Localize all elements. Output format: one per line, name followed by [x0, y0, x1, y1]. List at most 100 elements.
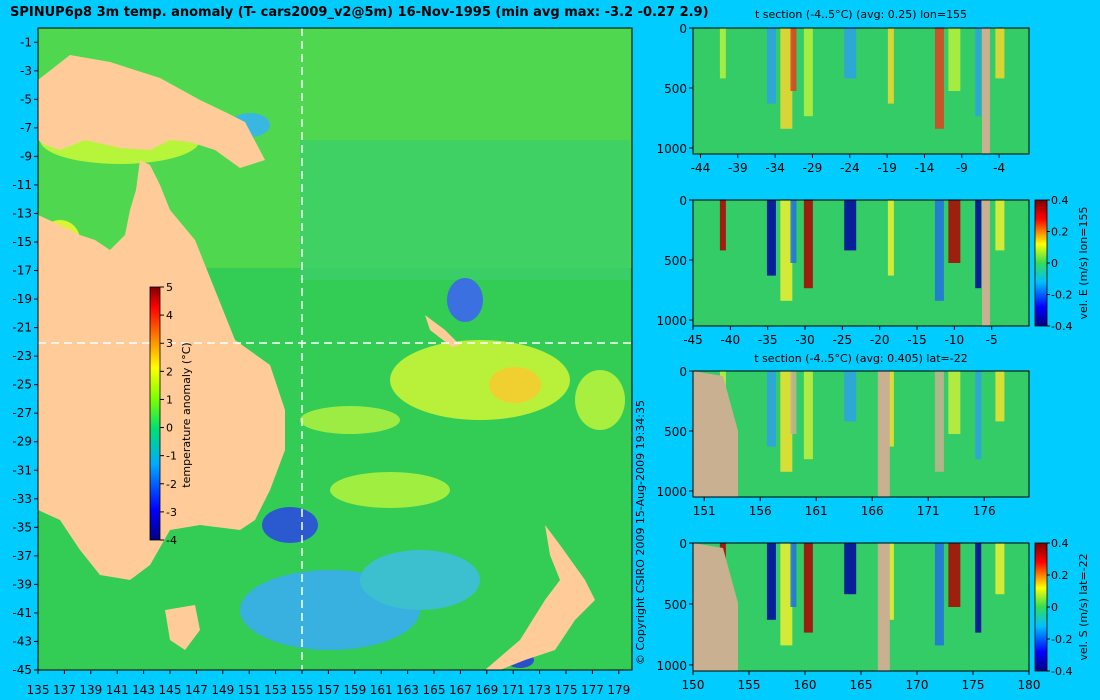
section-panel-4: 0 500 1000 150 155 160 165 170 175 180 0.4 0.2 0 -0.2… [656, 537, 1090, 692]
map-lat-tick-label: -1 [20, 35, 32, 49]
section-streak [934, 200, 944, 301]
map-lon-tick-label: 177 [581, 683, 604, 697]
section-streak [790, 28, 797, 91]
section-panel-1: t section (-4..5°C) (avg: 0.25) lon=155 0… [656, 8, 1030, 175]
map-lon-tick-label: 159 [343, 683, 366, 697]
section-streak [887, 543, 894, 620]
section-plot-area [693, 28, 1029, 154]
map-lat-tick-label: -13 [12, 206, 32, 220]
section-panel-2: 0 500 1000 -45 -40 -35 -30 -25 -20 -15 -10 -5 0.4 0.2… [656, 194, 1090, 347]
section-streak [948, 543, 961, 607]
section-streak [975, 371, 982, 460]
section-streak [975, 543, 982, 633]
map-colorbar-tick-label: -4 [166, 534, 177, 547]
section-streak [995, 28, 1005, 79]
section-streak [995, 543, 1005, 595]
map-lat-tick-label: -21 [12, 321, 32, 335]
section-x-tick-label: -29 [803, 161, 823, 175]
section-x-tick-label: -4 [993, 161, 1005, 175]
section-y-tick-label: 500 [664, 598, 687, 612]
map-lat-tick-label: -23 [12, 349, 32, 363]
section-colorbar-tick-label: 0 [1051, 257, 1058, 270]
map-colorbar-tick-label: -3 [166, 506, 177, 519]
section-x-tick-label: -44 [691, 161, 711, 175]
section-plot-area [693, 543, 1029, 671]
section-frame [692, 199, 1030, 327]
section-streak [803, 543, 813, 633]
section-y-tick-label: 0 [679, 194, 687, 208]
map-lat-tick-label: -39 [12, 577, 32, 591]
section-y-tick-label: 0 [679, 537, 687, 551]
map-lat-tick-label: -11 [12, 178, 32, 192]
map-lat-tick-label: -31 [12, 463, 32, 477]
map-lon-tick-label: 147 [185, 683, 208, 697]
section-plot-area [693, 200, 1029, 326]
section-colorbar-tick-label: 0.2 [1051, 226, 1069, 239]
new-zealand-land [485, 525, 595, 670]
tasmania-land [165, 605, 200, 650]
section-plot-area [693, 371, 1029, 497]
new-caledonia-land [425, 315, 460, 347]
section-x-tick-label: -39 [728, 161, 748, 175]
section-x-tick-label: 160 [794, 678, 817, 692]
section-streak [803, 200, 813, 289]
map-lat-tick-label: -19 [12, 292, 32, 306]
section-colorbar-tick-label: 0.2 [1051, 569, 1069, 582]
section-colorbar-tick-label: 0.4 [1051, 537, 1069, 550]
section-streak [803, 28, 813, 117]
section-y-tick-label: 500 [664, 425, 687, 439]
map-lon-tick-label: 179 [607, 683, 630, 697]
map-lat-tick-label: -37 [12, 549, 32, 563]
map-lon-tick-label: 139 [79, 683, 102, 697]
section-x-tick-label: -30 [795, 333, 815, 347]
section-streak [934, 371, 944, 472]
section-y-tick-label: 500 [664, 254, 687, 268]
section-colorbar-tick-label: 0.4 [1051, 194, 1069, 207]
map-lat-tick-label: -45 [12, 663, 32, 677]
section-streak [887, 200, 894, 276]
section-streak [719, 28, 726, 79]
section-x-tick-label: 171 [917, 504, 940, 518]
section-x-tick-label: 151 [693, 504, 716, 518]
map-lon-tick-label: 161 [370, 683, 393, 697]
map-lat-tick-label: -15 [12, 235, 32, 249]
map-landmasses [38, 55, 595, 670]
section-streak [719, 200, 726, 251]
map-colorbar-tick-label: -1 [166, 450, 177, 463]
map-lon-tick-label: 165 [423, 683, 446, 697]
section-streak [844, 543, 857, 595]
section-x-tick-label: -14 [915, 161, 935, 175]
section-x-tick-label: -20 [870, 333, 890, 347]
section-colorbar-tick-label: 0 [1051, 601, 1058, 614]
section-x-tick-label: -10 [945, 333, 965, 347]
section-colorbar-tick-label: -0.4 [1051, 320, 1072, 333]
section-x-tick-label: 175 [962, 678, 985, 692]
map-lat-tick-label: -3 [20, 64, 32, 78]
section-x-tick-label: 176 [973, 504, 996, 518]
section-panel-title: t section (-4..5°C) (avg: 0.405) lat=-22 [754, 352, 967, 365]
section-streak [995, 200, 1005, 251]
section-y-tick-label: 0 [679, 365, 687, 379]
section-panel-title: t section (-4..5°C) (avg: 0.25) lon=155 [755, 8, 967, 21]
section-x-tick-label: -9 [956, 161, 968, 175]
section-streak [766, 543, 776, 620]
section-streak [766, 200, 776, 276]
section-panel-3: t section (-4..5°C) (avg: 0.405) lat=-22… [656, 352, 1030, 518]
section-streak [948, 371, 961, 434]
section-streak [766, 28, 776, 104]
section-land-mask [693, 543, 738, 671]
section-streak [948, 200, 961, 263]
section-x-tick-label: -19 [877, 161, 897, 175]
section-frame [692, 370, 1030, 498]
map-lon-tick-label: 143 [132, 683, 155, 697]
section-streak [844, 200, 857, 251]
map-lat-axis: -1 -3 -5 -7 -9 -11 -13 -15 -17 -19 -21 -23 -25 -27 -29… [12, 35, 38, 677]
section-streak [934, 28, 944, 129]
section-streak [790, 200, 797, 263]
new-guinea-land [38, 55, 265, 168]
section-x-tick-label: 156 [749, 504, 772, 518]
section-streak [887, 371, 894, 447]
section-y-tick-label: 0 [679, 22, 687, 36]
australia-land [38, 160, 285, 580]
